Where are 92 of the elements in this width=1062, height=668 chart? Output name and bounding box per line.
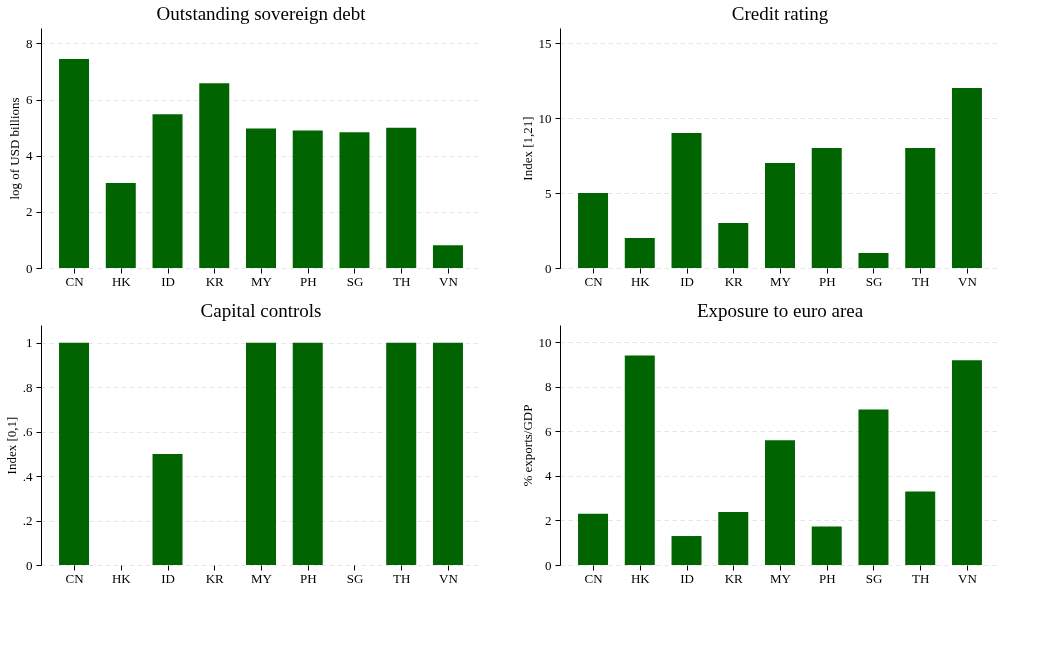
- bar: [671, 536, 702, 565]
- bar: [432, 245, 463, 268]
- bar: [905, 491, 936, 565]
- x-tick-label: CN: [65, 570, 85, 586]
- y-tick-label: 0: [545, 557, 552, 573]
- x-tick-label: PH: [299, 273, 317, 289]
- x-tick-label: CN: [65, 273, 85, 289]
- x-tick-label: ID: [161, 570, 175, 586]
- x-tick-label: KR: [724, 570, 744, 586]
- x-tick-label: TH: [393, 273, 411, 289]
- y-tick-label: 8: [26, 35, 33, 51]
- x-tick-label: MY: [770, 570, 792, 586]
- bar: [624, 355, 655, 565]
- y-tick-label: 10: [538, 334, 552, 350]
- x-tick-label: PH: [299, 570, 317, 586]
- bar: [152, 114, 183, 268]
- bar: [765, 440, 795, 565]
- x-tick-label: KR: [205, 273, 225, 289]
- y-tick-label: .2: [22, 513, 33, 529]
- y-tick-label: 6: [26, 92, 33, 108]
- x-tick-label: SG: [346, 273, 364, 289]
- x-tick-label: HK: [630, 570, 651, 586]
- x-tick-label: CN: [584, 570, 604, 586]
- x-tick-label: SG: [346, 570, 364, 586]
- chart-title: Exposure to euro area: [696, 300, 864, 321]
- y-tick-label: 4: [26, 148, 33, 164]
- x-tick-label: CN: [584, 273, 604, 289]
- y-tick-label: 8: [545, 379, 552, 395]
- x-tick-label: HK: [111, 570, 132, 586]
- x-tick-label: VN: [439, 273, 459, 289]
- y-tick-label: 5: [545, 185, 552, 201]
- y-axis-title: Index [0,1]: [3, 416, 19, 475]
- bar: [624, 238, 655, 268]
- x-tick-label: TH: [393, 570, 411, 586]
- y-tick-label: .6: [22, 424, 33, 440]
- y-tick-label: 2: [545, 512, 552, 528]
- y-tick-label: 4: [545, 468, 552, 484]
- x-tick-label: MY: [251, 273, 273, 289]
- x-tick-label: ID: [161, 273, 175, 289]
- x-tick-label: SG: [865, 273, 883, 289]
- x-tick-label: KR: [724, 273, 744, 289]
- chart-title: Capital controls: [200, 300, 322, 321]
- y-tick-label: .8: [22, 379, 33, 395]
- x-tick-label: PH: [818, 273, 836, 289]
- y-tick-label: 0: [545, 260, 552, 276]
- bar: [951, 88, 982, 268]
- bar: [765, 163, 795, 268]
- y-axis-title: % exports/GDP: [519, 404, 535, 487]
- y-tick-label: 1: [26, 335, 33, 351]
- bar: [246, 128, 276, 268]
- bar: [718, 223, 749, 268]
- bar: [951, 360, 982, 565]
- bar: [811, 526, 842, 565]
- x-tick-label: VN: [439, 570, 459, 586]
- bar: [858, 409, 889, 565]
- x-tick-label: HK: [630, 273, 651, 289]
- x-tick-label: HK: [111, 273, 132, 289]
- y-tick-label: 10: [538, 110, 552, 126]
- y-tick-label: 0: [26, 557, 33, 573]
- y-axis-title: log of USD billions: [7, 97, 22, 200]
- x-tick-label: TH: [912, 570, 930, 586]
- chart-title: Outstanding sovereign debt: [156, 3, 367, 24]
- x-tick-label: VN: [958, 273, 978, 289]
- x-tick-label: MY: [770, 273, 792, 289]
- x-tick-label: KR: [205, 570, 225, 586]
- x-tick-label: VN: [958, 570, 978, 586]
- y-axis-title: Index [1,21]: [519, 116, 535, 181]
- y-tick-label: 0: [26, 260, 33, 276]
- x-tick-label: ID: [680, 273, 694, 289]
- bar: [105, 182, 136, 268]
- bar: [578, 193, 609, 268]
- y-tick-label: 6: [545, 423, 552, 439]
- bar: [339, 132, 370, 268]
- bar: [578, 513, 609, 565]
- bar: [386, 127, 417, 268]
- x-tick-label: TH: [912, 273, 930, 289]
- bar: [59, 58, 90, 268]
- bar: [671, 133, 702, 268]
- bar: [905, 148, 936, 268]
- bar: [718, 511, 749, 565]
- bar: [292, 130, 323, 268]
- x-tick-label: MY: [251, 570, 273, 586]
- x-tick-label: SG: [865, 570, 883, 586]
- chart-title: Credit rating: [731, 3, 829, 24]
- x-tick-label: PH: [818, 570, 836, 586]
- y-tick-label: 15: [538, 35, 552, 51]
- bar: [858, 253, 889, 268]
- x-tick-label: ID: [680, 570, 694, 586]
- bar: [199, 83, 230, 268]
- y-tick-label: .4: [22, 468, 33, 484]
- bar: [811, 148, 842, 268]
- y-tick-label: 2: [26, 204, 33, 220]
